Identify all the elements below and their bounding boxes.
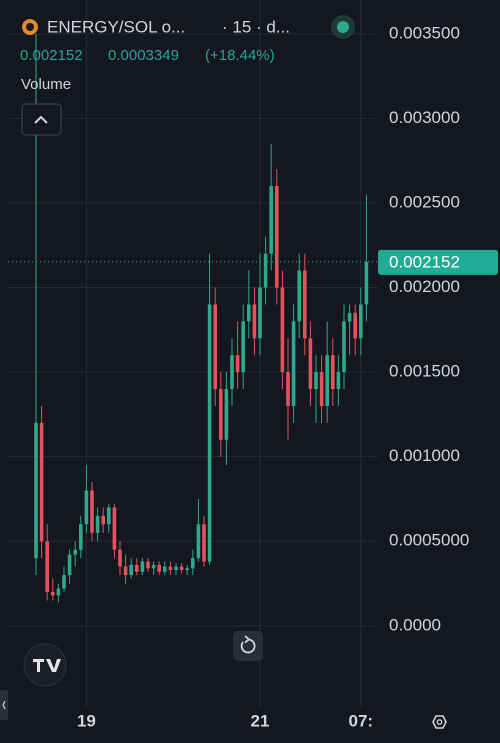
candle-body: [140, 561, 145, 572]
candle-body: [235, 355, 240, 373]
candle-body: [157, 564, 161, 572]
candle-body: [107, 507, 111, 525]
y-tick-label: 0.002500: [389, 192, 460, 211]
candle-body: [353, 312, 357, 339]
logo: [33, 659, 61, 672]
candle-body: [364, 261, 369, 305]
candle-body: [247, 304, 251, 322]
candle-body: [230, 355, 234, 390]
candle-body: [168, 566, 173, 570]
last-price-label: 0.002152: [389, 252, 460, 271]
candle-body: [263, 253, 268, 288]
side-tab[interactable]: [0, 690, 8, 720]
candle-body: [73, 549, 77, 555]
x-tick-label: 21: [251, 711, 270, 730]
axes: 0.0000 0.0005000 0.001000 0.001500 0.002000 0…: [77, 23, 498, 730]
y-tick-label: 0.003000: [389, 108, 460, 127]
plot: [8, 33, 378, 603]
candle-body: [297, 270, 301, 322]
candle-body: [95, 515, 100, 533]
candle-body: [90, 490, 94, 533]
x-tick-label: 19: [77, 711, 96, 730]
candle-body: [342, 321, 346, 373]
candle-body: [319, 372, 324, 406]
candle-body: [101, 515, 105, 525]
candle-body: [191, 558, 195, 569]
chevron-up: [34, 115, 48, 124]
candle-body: [252, 304, 257, 339]
candle-body: [67, 554, 72, 576]
candle-body: [79, 524, 83, 550]
candle-body: [62, 575, 66, 589]
symbol-icon-inner: [26, 23, 34, 31]
candle-body: [308, 338, 313, 390]
candle-body: [303, 270, 307, 339]
candle-body: [123, 566, 128, 576]
candle-body: [112, 507, 117, 550]
candle-body: [241, 321, 245, 373]
candle-body: [196, 524, 201, 559]
candle-body: [258, 287, 262, 339]
candle-body: [84, 490, 89, 525]
x-tick-label: 07:: [349, 711, 374, 730]
candle-body: [163, 566, 167, 572]
candle-body: [213, 304, 217, 390]
settings-dot: [436, 719, 443, 725]
candle-body: [45, 541, 49, 592]
candle-body: [146, 561, 150, 569]
candle-body: [135, 564, 139, 572]
candle-body: [118, 549, 122, 567]
y-tick-label: 0.0000: [389, 615, 441, 634]
candle-body: [291, 321, 296, 406]
change-percent: (+18.44%): [205, 47, 275, 64]
y-tick-label: 0.001000: [389, 446, 460, 465]
status-dot: [337, 21, 349, 33]
reset-arrow: [244, 635, 251, 644]
y-tick-label: 0.0005000: [389, 531, 469, 550]
candle-body: [336, 372, 341, 390]
candle-body: [331, 355, 335, 390]
candle-body: [219, 389, 223, 440]
reset-button[interactable]: [233, 631, 263, 661]
candle-body: [286, 372, 290, 406]
candle-body: [325, 355, 329, 406]
logo-button[interactable]: [23, 643, 67, 687]
y-tick-label: 0.003500: [389, 23, 460, 42]
symbol[interactable]: ENERGY/SOL o...: [47, 17, 185, 36]
candle-body: [202, 524, 206, 562]
y-tick-label: 0.002000: [389, 277, 460, 296]
candle-body: [224, 389, 229, 440]
candle-body: [359, 304, 363, 339]
candle-body: [51, 591, 55, 596]
candle-body: [314, 372, 318, 390]
candle-body: [185, 568, 189, 570]
settings-button[interactable]: [432, 715, 447, 729]
candle-body: [34, 422, 38, 559]
volume-label: Volume: [21, 76, 71, 93]
candle-body: [174, 566, 178, 570]
candle-body: [179, 566, 184, 570]
change-value: 0.0003349: [108, 47, 179, 64]
collapse-button[interactable]: [21, 103, 62, 136]
candle-body: [280, 287, 285, 373]
candle-body: [347, 312, 352, 322]
candle-body: [129, 564, 133, 576]
side-arrow: [2, 700, 6, 710]
candle-body: [207, 304, 212, 562]
interval[interactable]: · 15 · d...: [222, 17, 290, 36]
y-tick-label: 0.001500: [389, 362, 460, 381]
candle-body: [269, 186, 273, 254]
last-price-box: [378, 249, 498, 275]
last-value: 0.002152: [20, 47, 83, 64]
candle-body: [151, 564, 156, 569]
candle-body: [275, 186, 279, 288]
candle-body: [39, 422, 44, 542]
reset-icon: [240, 638, 256, 654]
candle-body: [56, 588, 61, 596]
